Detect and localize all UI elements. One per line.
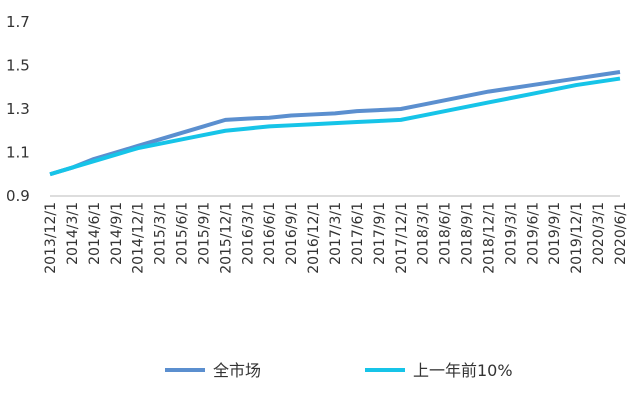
x-tick-label: 2015/12/1	[218, 202, 234, 274]
y-tick-label: 0.9	[6, 187, 30, 205]
x-tick-label: 2019/6/1	[525, 202, 541, 265]
x-tick-label: 2013/12/1	[43, 202, 59, 274]
x-tick-label: 2016/12/1	[306, 202, 322, 274]
x-tick-label: 2014/9/1	[109, 202, 125, 265]
x-tick-label: 2017/3/1	[328, 202, 344, 265]
legend-label: 上一年前10%	[413, 361, 513, 380]
y-tick-label: 1.7	[6, 13, 30, 31]
x-tick-label: 2016/6/1	[262, 202, 278, 265]
y-tick-label: 1.5	[6, 57, 30, 75]
x-tick-label: 2015/3/1	[153, 202, 169, 265]
x-tick-label: 2018/9/1	[460, 202, 476, 265]
x-tick-label: 2017/6/1	[350, 202, 366, 265]
x-tick-label: 2018/6/1	[438, 202, 454, 265]
x-tick-label: 2018/12/1	[481, 202, 497, 274]
x-tick-label: 2017/9/1	[372, 202, 388, 265]
x-tick-label: 2014/3/1	[65, 202, 81, 265]
x-tick-label: 2019/3/1	[503, 202, 519, 265]
x-tick-label: 2015/9/1	[196, 202, 212, 265]
line-series	[49, 76, 621, 177]
line-series	[49, 70, 621, 177]
y-tick-label: 1.3	[6, 100, 30, 118]
x-tick-label: 2016/9/1	[284, 202, 300, 265]
y-tick-label: 1.1	[6, 144, 30, 162]
x-tick-label: 2020/3/1	[591, 202, 607, 265]
x-tick-label: 2014/12/1	[131, 202, 147, 274]
legend-label: 全市场	[213, 361, 261, 380]
x-tick-label: 2018/3/1	[416, 202, 432, 265]
x-tick-label: 2020/6/1	[613, 202, 629, 265]
x-tick-label: 2019/9/1	[547, 202, 563, 265]
x-tick-label: 2017/12/1	[394, 202, 410, 274]
x-tick-label: 2014/6/1	[87, 202, 103, 265]
x-tick-label: 2015/6/1	[175, 202, 191, 265]
x-tick-label: 2019/12/1	[569, 202, 585, 274]
x-tick-label: 2016/3/1	[240, 202, 256, 265]
